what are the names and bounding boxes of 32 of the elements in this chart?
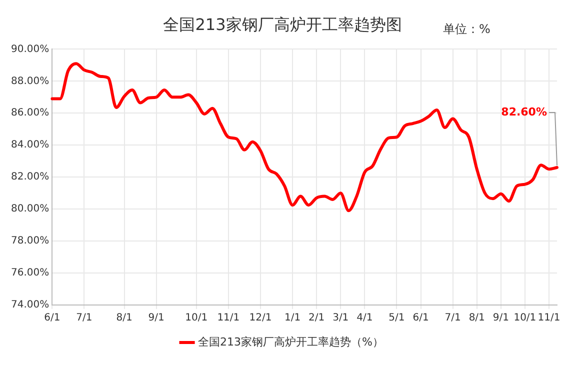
x-tick-label: 6/1 — [44, 312, 60, 324]
x-tick-label: 9/1 — [492, 312, 509, 324]
y-tick-label: 88.00% — [10, 76, 50, 87]
legend-label: 全国213家钢厂高炉开工率趋势（%） — [198, 335, 384, 348]
x-tick-label: 3/1 — [332, 312, 349, 324]
x-tick-label: 8/1 — [468, 312, 485, 324]
y-tick-label: 80.00% — [10, 204, 50, 215]
x-tick-label: 10/1 — [185, 312, 208, 324]
x-tick-label: 10/1 — [514, 312, 536, 324]
y-tick-label: 84.00% — [10, 140, 50, 151]
y-tick-label: 82.00% — [10, 172, 50, 183]
x-tick-label: 1/1 — [284, 312, 301, 324]
y-tick-label: 90.00% — [10, 44, 50, 55]
x-tick-label: 9/1 — [148, 312, 164, 324]
x-tick-label: 5/1 — [388, 312, 405, 324]
chart-title: 全国213家钢厂高炉开工率趋势图 — [163, 14, 402, 34]
x-tick-label: 11/1 — [538, 312, 560, 324]
x-tick-label: 7/1 — [76, 312, 92, 324]
y-tick-label: 74.00% — [10, 300, 50, 311]
x-tick-label: 12/1 — [249, 312, 272, 324]
x-tick-label: 11/1 — [217, 312, 240, 324]
chart-subtitle: 单位：% — [443, 22, 490, 36]
x-tick-label: 4/1 — [356, 312, 373, 324]
y-tick-label: 78.00% — [10, 236, 50, 247]
y-tick-label: 76.00% — [10, 268, 50, 279]
x-tick-label: 8/1 — [116, 312, 132, 324]
y-tick-label: 86.00% — [10, 108, 50, 119]
x-tick-label: 7/1 — [444, 312, 461, 324]
x-tick-label: 2/1 — [308, 312, 325, 324]
text: 82.60% — [501, 105, 547, 118]
x-tick-label: 6/1 — [412, 312, 429, 324]
line-series — [50, 62, 558, 212]
